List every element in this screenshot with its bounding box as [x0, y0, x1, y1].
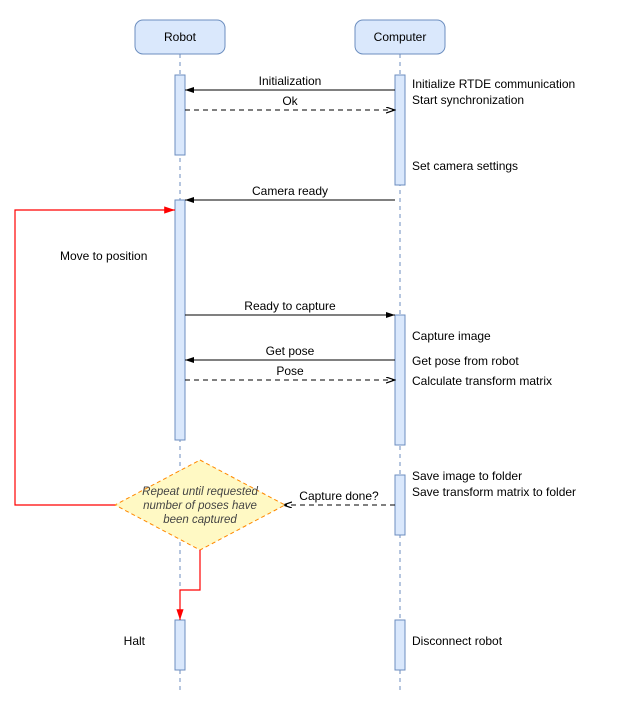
actor-robot-label: Robot	[164, 30, 197, 44]
loop-exit-arrow	[180, 550, 200, 620]
message-getpose-label: Get pose	[266, 344, 315, 358]
label-halt: Halt	[124, 634, 146, 648]
message-ok-label: Ok	[282, 94, 298, 108]
label-startsync: Start synchronization	[412, 93, 524, 107]
activation-r1	[175, 75, 185, 155]
label-saveimg: Save image to folder	[412, 469, 522, 483]
actor-computer-label: Computer	[374, 30, 427, 44]
loop-note-line-1: number of poses have	[143, 500, 257, 512]
activation-r3	[175, 620, 185, 670]
message-pose-label: Pose	[276, 364, 304, 378]
label-capimg: Capture image	[412, 329, 491, 343]
activation-r2	[175, 200, 185, 440]
label-savemat: Save transform matrix to folder	[412, 485, 576, 499]
label-setcam: Set camera settings	[412, 159, 518, 173]
actor-computer: Computer	[355, 20, 445, 54]
message-camready-label: Camera ready	[252, 184, 328, 198]
activation-c1	[395, 75, 405, 185]
label-initrtde: Initialize RTDE communication	[412, 77, 575, 91]
loop-note-line-2: been captured	[163, 514, 237, 526]
activation-c3	[395, 475, 405, 535]
message-capdone-label: Capture done?	[299, 489, 379, 503]
message-readycap-label: Ready to capture	[244, 299, 336, 313]
label-disc: Disconnect robot	[412, 634, 503, 648]
label-calcmat: Calculate transform matrix	[412, 374, 552, 388]
actor-robot: Robot	[135, 20, 225, 54]
activation-c4	[395, 620, 405, 670]
activation-c2	[395, 315, 405, 445]
label-getposer: Get pose from robot	[412, 354, 519, 368]
loop-note-line-0: Repeat until requested	[142, 486, 258, 498]
message-init-label: Initialization	[259, 74, 322, 88]
label-movepos: Move to position	[60, 249, 147, 263]
